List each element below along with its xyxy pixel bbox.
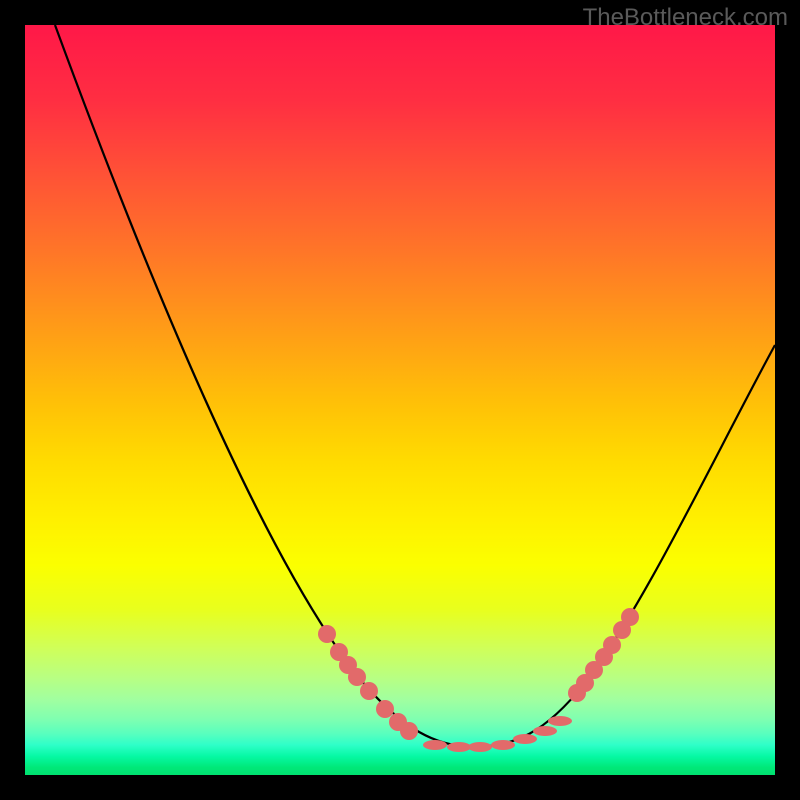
plot-area xyxy=(25,25,775,775)
curve-marker xyxy=(348,668,366,686)
bottleneck-curve xyxy=(25,25,775,775)
curve-marker xyxy=(447,742,471,752)
curve-marker xyxy=(376,700,394,718)
curve-marker xyxy=(318,625,336,643)
curve-marker xyxy=(621,608,639,626)
curve-marker xyxy=(603,636,621,654)
curve-marker xyxy=(468,742,492,752)
curve-marker xyxy=(360,682,378,700)
curve-marker xyxy=(491,740,515,750)
watermark-text: TheBottleneck.com xyxy=(583,4,788,32)
curve-marker xyxy=(400,722,418,740)
curve-marker xyxy=(513,734,537,744)
curve-marker xyxy=(548,716,572,726)
curve-marker xyxy=(533,726,557,736)
chart-container: TheBottleneck.com xyxy=(0,0,800,800)
curve-marker xyxy=(423,740,447,750)
